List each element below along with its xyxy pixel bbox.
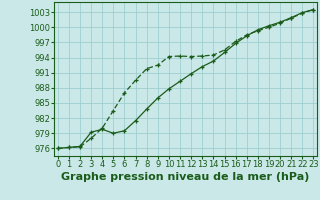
X-axis label: Graphe pression niveau de la mer (hPa): Graphe pression niveau de la mer (hPa) [61, 172, 310, 182]
